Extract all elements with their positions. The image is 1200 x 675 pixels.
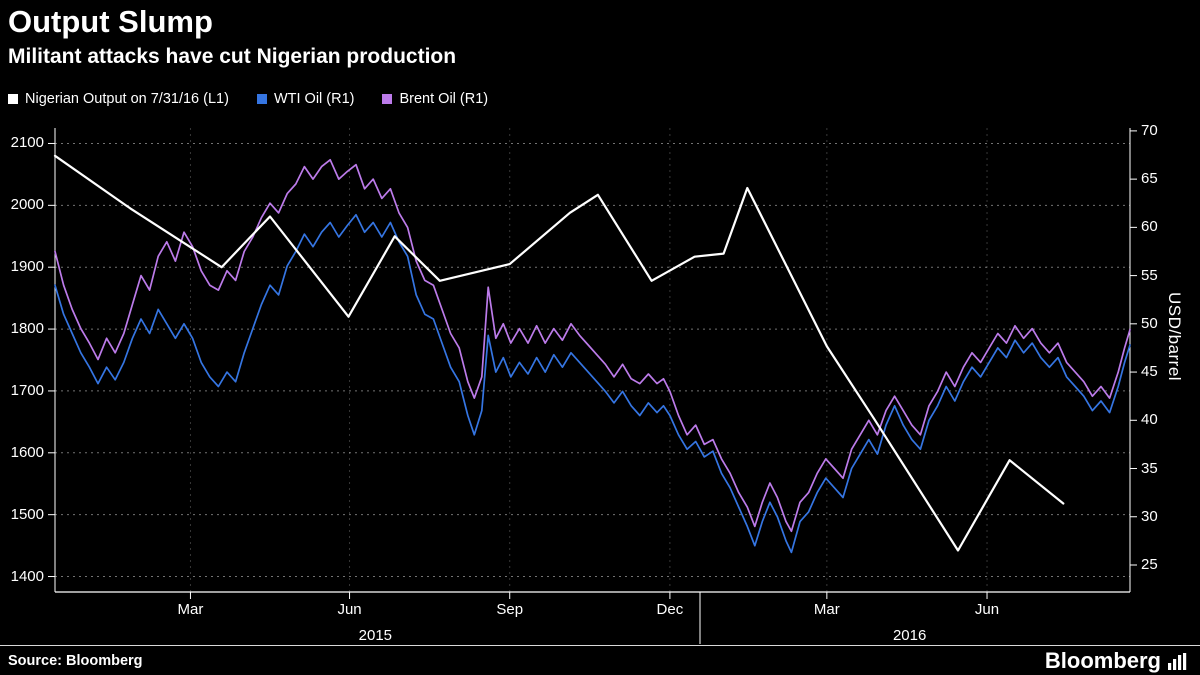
series-line-wti-oil [54, 213, 1131, 554]
legend-label-brent-oil: Brent Oil (R1) [399, 91, 489, 107]
right-axis-title: USD/barrel [1165, 292, 1184, 382]
bloomberg-logo-text: Bloomberg [1044, 648, 1161, 673]
chart-title: Output Slump [8, 4, 213, 39]
legend-label-wti-oil: WTI Oil (R1) [273, 91, 355, 107]
legend-item-nigerian-output: Nigerian Output on 7/31/16 (L1) [8, 91, 229, 107]
chart-subtitle: Militant attacks have cut Nigerian produ… [8, 45, 457, 68]
legend-item-brent-oil: Brent Oil (R1) [382, 91, 488, 107]
series-line-nigerian-output [53, 154, 1065, 552]
footer-divider [0, 645, 1200, 646]
legend-swatch-wti-oil [256, 94, 267, 104]
legend-item-wti-oil: WTI Oil (R1) [256, 91, 355, 107]
legend-swatch-brent-oil [382, 94, 393, 104]
bloomberg-logo: Bloomberg [1045, 648, 1188, 674]
legend-label-nigerian-output: Nigerian Output on 7/31/16 (L1) [25, 91, 229, 107]
bloomberg-logo-icon [1168, 652, 1187, 670]
source-text: Source: Bloomberg [8, 653, 143, 669]
legend-swatch-nigerian-output [8, 94, 18, 104]
series-line-brent-oil [54, 158, 1131, 533]
legend: Nigerian Output on 7/31/16 (L1) WTI Oil … [8, 91, 488, 107]
